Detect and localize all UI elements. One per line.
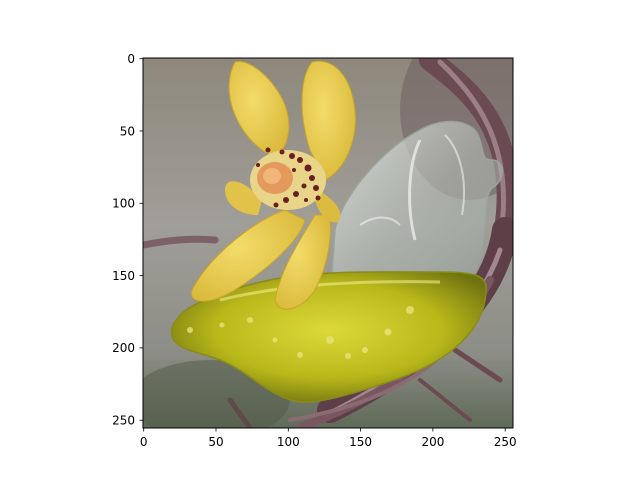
y-tick-label: 0	[127, 52, 135, 66]
y-tick-label: 150	[112, 269, 135, 283]
x-tick-label: 150	[349, 435, 372, 449]
orchid-flower	[191, 60, 356, 310]
axes-frame	[142, 57, 514, 429]
x-tick-label: 250	[494, 435, 517, 449]
x-axis	[143, 428, 506, 432]
glass-bird	[329, 120, 503, 306]
x-tick-label: 50	[208, 435, 223, 449]
photo	[143, 58, 513, 428]
y-tick-label: 100	[112, 197, 135, 211]
y-tick-label: 250	[112, 414, 135, 428]
x-tick-label: 200	[421, 435, 444, 449]
y-tick-label: 50	[120, 124, 135, 138]
orchid-speckles	[256, 147, 321, 208]
x-tick-label: 100	[277, 435, 300, 449]
x-tick-label: 0	[140, 435, 148, 449]
y-axis	[139, 58, 143, 421]
y-tick-label: 200	[112, 341, 135, 355]
